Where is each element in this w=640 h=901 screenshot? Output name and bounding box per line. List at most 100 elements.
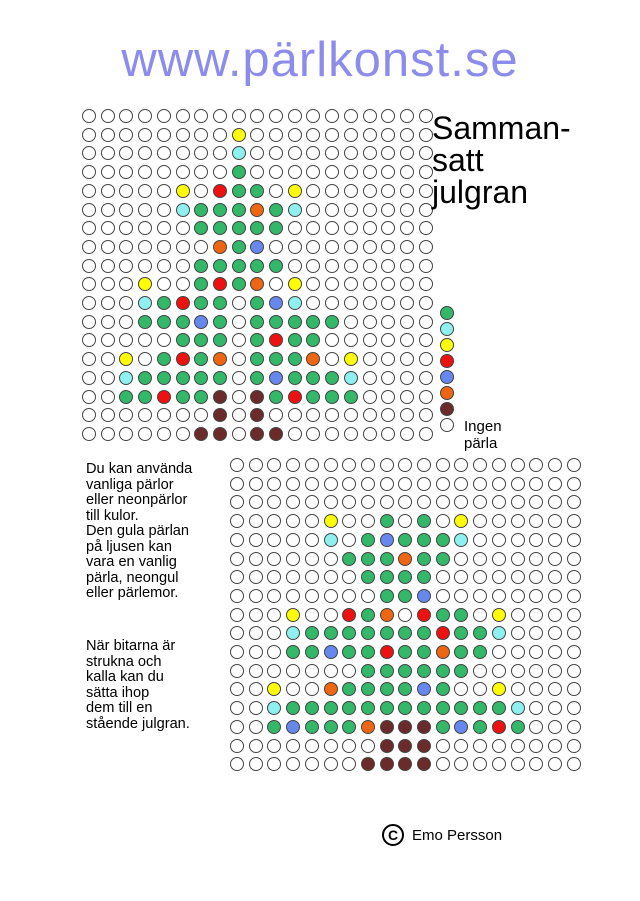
empty-bead [305,739,319,753]
empty-bead [82,240,96,254]
empty-bead [306,240,320,254]
bead [398,720,412,734]
empty-bead [306,277,320,291]
bead [288,333,302,347]
bead [269,371,283,385]
legend-green-bead [440,306,454,320]
empty-bead [344,128,358,142]
bead [232,203,246,217]
empty-bead [138,221,152,235]
empty-bead [138,184,152,198]
legend-orange-bead [440,386,454,400]
empty-bead [548,514,562,528]
empty-bead [176,259,190,273]
empty-bead [194,165,208,179]
empty-bead [82,109,96,123]
bead [176,315,190,329]
empty-bead [454,589,468,603]
empty-bead [342,458,356,472]
empty-bead [230,608,244,622]
bead [324,682,338,696]
bead [417,720,431,734]
empty-bead [119,240,133,254]
empty-bead [267,664,281,678]
bead [157,371,171,385]
bead [454,626,468,640]
empty-bead [250,109,264,123]
bead [213,259,227,273]
empty-bead [529,664,543,678]
empty-bead [417,495,431,509]
empty-bead [344,277,358,291]
bead [232,277,246,291]
empty-bead [361,589,375,603]
bead [213,390,227,404]
empty-bead [344,221,358,235]
empty-bead [381,240,395,254]
empty-bead [342,495,356,509]
empty-bead [529,701,543,715]
empty-bead [249,739,263,753]
empty-bead [213,128,227,142]
empty-bead [492,645,506,659]
empty-bead [82,315,96,329]
empty-bead [249,664,263,678]
instruction-line: vanliga pärlor [86,476,174,493]
empty-bead [101,352,115,366]
bead [436,645,450,659]
bead [306,315,320,329]
empty-bead [306,259,320,273]
bead [232,221,246,235]
empty-bead [381,352,395,366]
empty-bead [380,458,394,472]
empty-bead [324,739,338,753]
empty-bead [269,408,283,422]
bead-pattern-top [82,109,433,449]
empty-bead [419,146,433,160]
bead [305,720,319,734]
bead [380,570,394,584]
bead [361,645,375,659]
bead [380,608,394,622]
empty-bead [492,477,506,491]
bead [213,408,227,422]
bead [324,701,338,715]
bead [194,427,208,441]
empty-bead [381,277,395,291]
instruction-line: dem till en [86,700,153,716]
empty-bead [363,277,377,291]
bead [398,739,412,753]
empty-bead [342,664,356,678]
empty-bead [361,495,375,509]
empty-bead [176,109,190,123]
author-name: Emo Persson [412,826,503,844]
bead [176,352,190,366]
empty-bead [213,165,227,179]
empty-bead [400,128,414,142]
empty-bead [250,146,264,160]
empty-bead [325,203,339,217]
empty-bead [400,259,414,273]
bead [213,352,227,366]
empty-bead [230,701,244,715]
empty-bead [324,458,338,472]
empty-bead [288,427,302,441]
bead [325,315,339,329]
empty-bead [529,533,543,547]
empty-bead [249,757,263,771]
empty-bead [230,552,244,566]
empty-bead [363,240,377,254]
empty-bead [82,390,96,404]
empty-bead [398,495,412,509]
empty-bead [454,739,468,753]
legend-none-bead [440,418,454,432]
empty-bead [529,645,543,659]
bead [250,371,264,385]
empty-bead [381,146,395,160]
empty-bead [398,514,412,528]
bead [194,221,208,235]
bead [286,645,300,659]
empty-bead [567,720,581,734]
empty-bead [419,203,433,217]
empty-bead [344,109,358,123]
